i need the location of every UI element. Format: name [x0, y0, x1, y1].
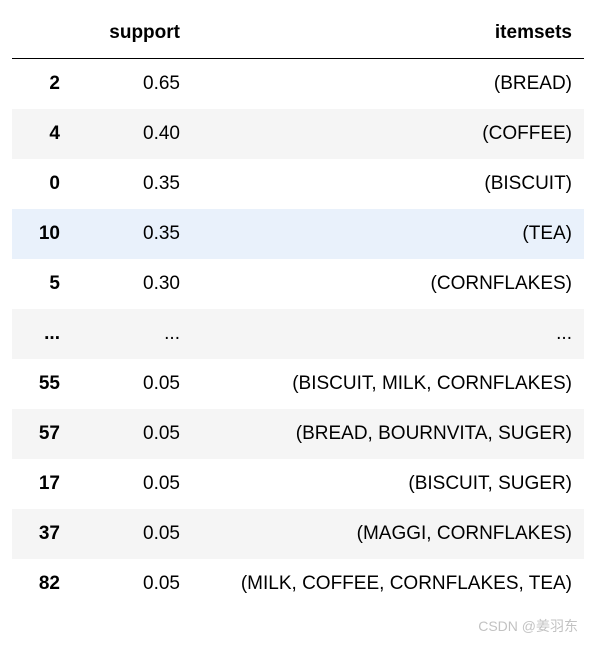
row-index: 37 [12, 509, 72, 559]
row-support: 0.35 [72, 209, 192, 259]
col-header-itemsets: itemsets [192, 12, 584, 59]
table-row: 170.05(BISCUIT, SUGER) [12, 459, 584, 509]
table-row: 20.65(BREAD) [12, 59, 584, 110]
row-support: 0.40 [72, 109, 192, 159]
row-support: 0.05 [72, 559, 192, 609]
row-index: 0 [12, 159, 72, 209]
itemsets-table: support itemsets 20.65(BREAD)40.40(COFFE… [12, 12, 584, 609]
row-index: 57 [12, 409, 72, 459]
col-header-support: support [72, 12, 192, 59]
table-row: 570.05(BREAD, BOURNVITA, SUGER) [12, 409, 584, 459]
table-row: 00.35(BISCUIT) [12, 159, 584, 209]
row-support: 0.65 [72, 59, 192, 110]
row-itemsets: (BREAD, BOURNVITA, SUGER) [192, 409, 584, 459]
row-index: 4 [12, 109, 72, 159]
table-row: 50.30(CORNFLAKES) [12, 259, 584, 309]
row-index: ... [12, 309, 72, 359]
row-support: 0.05 [72, 409, 192, 459]
row-index: 2 [12, 59, 72, 110]
row-support: 0.35 [72, 159, 192, 209]
row-index: 82 [12, 559, 72, 609]
row-itemsets: (MILK, COFFEE, CORNFLAKES, TEA) [192, 559, 584, 609]
row-index: 10 [12, 209, 72, 259]
table-row: 820.05(MILK, COFFEE, CORNFLAKES, TEA) [12, 559, 584, 609]
table-header-row: support itemsets [12, 12, 584, 59]
row-index: 17 [12, 459, 72, 509]
row-itemsets: ... [192, 309, 584, 359]
row-itemsets: (BREAD) [192, 59, 584, 110]
row-index: 5 [12, 259, 72, 309]
table-row: 370.05(MAGGI, CORNFLAKES) [12, 509, 584, 559]
col-header-index [12, 12, 72, 59]
row-support: 0.30 [72, 259, 192, 309]
row-itemsets: (BISCUIT, MILK, CORNFLAKES) [192, 359, 584, 409]
table-row: 40.40(COFFEE) [12, 109, 584, 159]
table-row: 100.35(TEA) [12, 209, 584, 259]
watermark-text: CSDN @姜羽东 [478, 616, 578, 636]
row-support: 0.05 [72, 459, 192, 509]
row-support: 0.05 [72, 509, 192, 559]
table-body: 20.65(BREAD)40.40(COFFEE)00.35(BISCUIT)1… [12, 59, 584, 610]
row-itemsets: (BISCUIT, SUGER) [192, 459, 584, 509]
row-itemsets: (MAGGI, CORNFLAKES) [192, 509, 584, 559]
table-row: 550.05(BISCUIT, MILK, CORNFLAKES) [12, 359, 584, 409]
row-itemsets: (CORNFLAKES) [192, 259, 584, 309]
row-itemsets: (COFFEE) [192, 109, 584, 159]
row-support: ... [72, 309, 192, 359]
row-itemsets: (BISCUIT) [192, 159, 584, 209]
table-row: ......... [12, 309, 584, 359]
row-index: 55 [12, 359, 72, 409]
row-support: 0.05 [72, 359, 192, 409]
row-itemsets: (TEA) [192, 209, 584, 259]
